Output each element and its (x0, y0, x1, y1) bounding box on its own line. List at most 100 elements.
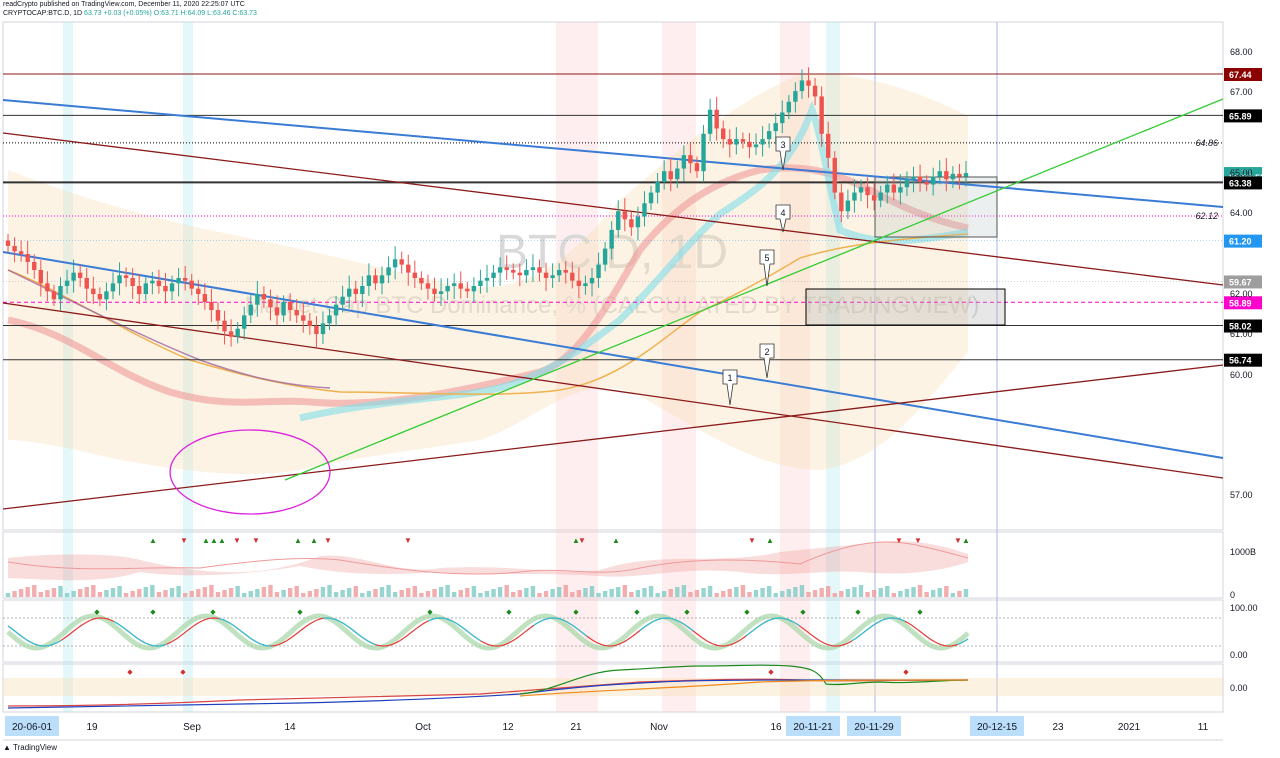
candle (261, 286, 267, 309)
candle (707, 98, 713, 142)
candle (438, 278, 444, 307)
candlestick-series[interactable] (5, 67, 969, 348)
candle (740, 132, 746, 149)
volume-bar (570, 592, 575, 597)
red-channel-lower[interactable] (2, 302, 1224, 479)
red-channel-upper[interactable] (2, 132, 1224, 286)
volume-bar (583, 588, 588, 597)
volume-bar (32, 585, 37, 597)
symbol-name[interactable]: CRYPTOCAP:BTC.D, 1D (3, 10, 83, 17)
candle (97, 287, 103, 307)
candle (537, 259, 542, 282)
event-band (63, 22, 73, 712)
candle (570, 261, 575, 289)
candle (675, 160, 680, 189)
blue-channel-lower[interactable] (2, 251, 1224, 459)
candle (373, 268, 378, 291)
price-tag-bg (1224, 176, 1262, 190)
time-tick: 20-12-15 (970, 716, 1024, 736)
volume-bar (530, 586, 536, 597)
pane-axis-label: 0.00 (1230, 683, 1248, 693)
candle (806, 67, 811, 98)
tradingview-brand[interactable]: ▲ TradingView (3, 743, 58, 752)
candle-body (169, 283, 175, 292)
time-tick: 12 (502, 722, 514, 733)
time-tick-label: Sep (183, 722, 201, 733)
candle (150, 271, 155, 295)
candle (904, 171, 910, 197)
price-axis[interactable]: 68.00 67.00 65.00 64.00 62.00 61.00 60.00 57.00… (1230, 47, 1258, 693)
candle-body (333, 304, 339, 316)
candle-body (812, 85, 818, 97)
green-support-line[interactable] (284, 98, 1224, 481)
volume-bar (655, 593, 660, 597)
volume-bar (281, 590, 286, 597)
candle-body (209, 302, 214, 311)
volume-bar (740, 585, 746, 597)
callout-bubble (722, 369, 738, 406)
volume-bar (353, 586, 358, 597)
volume-bar (681, 585, 687, 597)
time-tick-label: Oct (415, 722, 431, 733)
price-tag: 63.38 (1224, 176, 1262, 190)
candle-body (937, 171, 942, 177)
volume-bar (110, 588, 116, 597)
candle (642, 191, 647, 227)
callout-3: 3 (775, 136, 791, 171)
candle-body (412, 272, 418, 278)
candle-body (425, 283, 431, 289)
support-box[interactable] (805, 288, 1006, 326)
candle-body (537, 267, 542, 273)
time-tick: 2021 (1118, 722, 1141, 733)
volume-bar (18, 589, 24, 597)
candle (274, 295, 280, 326)
stoch-up-icon: ◆ (684, 609, 690, 616)
high-value: H:64.09 (180, 10, 206, 17)
red-rising-support[interactable] (2, 364, 1224, 510)
candle-body (530, 267, 536, 270)
blue-channel-upper[interactable] (2, 99, 1224, 208)
volume-bar (852, 587, 857, 597)
candle-body (51, 291, 57, 300)
candle-body (556, 269, 562, 276)
candle-body (517, 272, 523, 276)
candle (898, 174, 903, 205)
callouts[interactable]: 1 2 3 4 5 (722, 136, 791, 406)
candle-body (471, 285, 477, 292)
candle-body (222, 320, 227, 332)
time-tick-label: 2021 (1118, 722, 1141, 733)
candle (576, 267, 582, 299)
candle-body (248, 304, 253, 316)
candle (353, 280, 358, 303)
candle (839, 183, 844, 223)
candle-body (734, 139, 739, 145)
candle (589, 268, 595, 297)
candle-body (451, 283, 457, 286)
main-pane-border (2, 21, 1224, 531)
price-tag-text: 61.20 (1229, 237, 1252, 247)
volume-bar (753, 590, 759, 597)
candle-body (360, 285, 365, 295)
candle (320, 311, 326, 344)
candle-body (32, 261, 37, 270)
volume-bar (819, 588, 824, 597)
candle-body (904, 179, 910, 188)
volume-bar (885, 586, 890, 597)
candle-body (616, 211, 621, 230)
candle-body (189, 280, 194, 289)
volume-bar (274, 592, 280, 597)
signal-down-icon: ▼ (180, 536, 188, 545)
candle (340, 285, 345, 313)
volume-bar (701, 588, 706, 597)
candle-body (694, 163, 700, 172)
candle-body (668, 171, 673, 180)
time-axis[interactable]: 20-06-01 19 Sep 14 Oct 12 21 Nov 16 20-11-21 20-11… (5, 716, 1209, 736)
last-price: 63.73 (84, 10, 102, 17)
candle-body (963, 173, 969, 177)
publisher-line: readCrypto published on TradingView.com,… (3, 1, 245, 8)
highlight-circle[interactable] (169, 429, 331, 515)
candle (491, 264, 496, 287)
candle (445, 278, 450, 301)
time-tick: 20-11-29 (847, 716, 901, 736)
